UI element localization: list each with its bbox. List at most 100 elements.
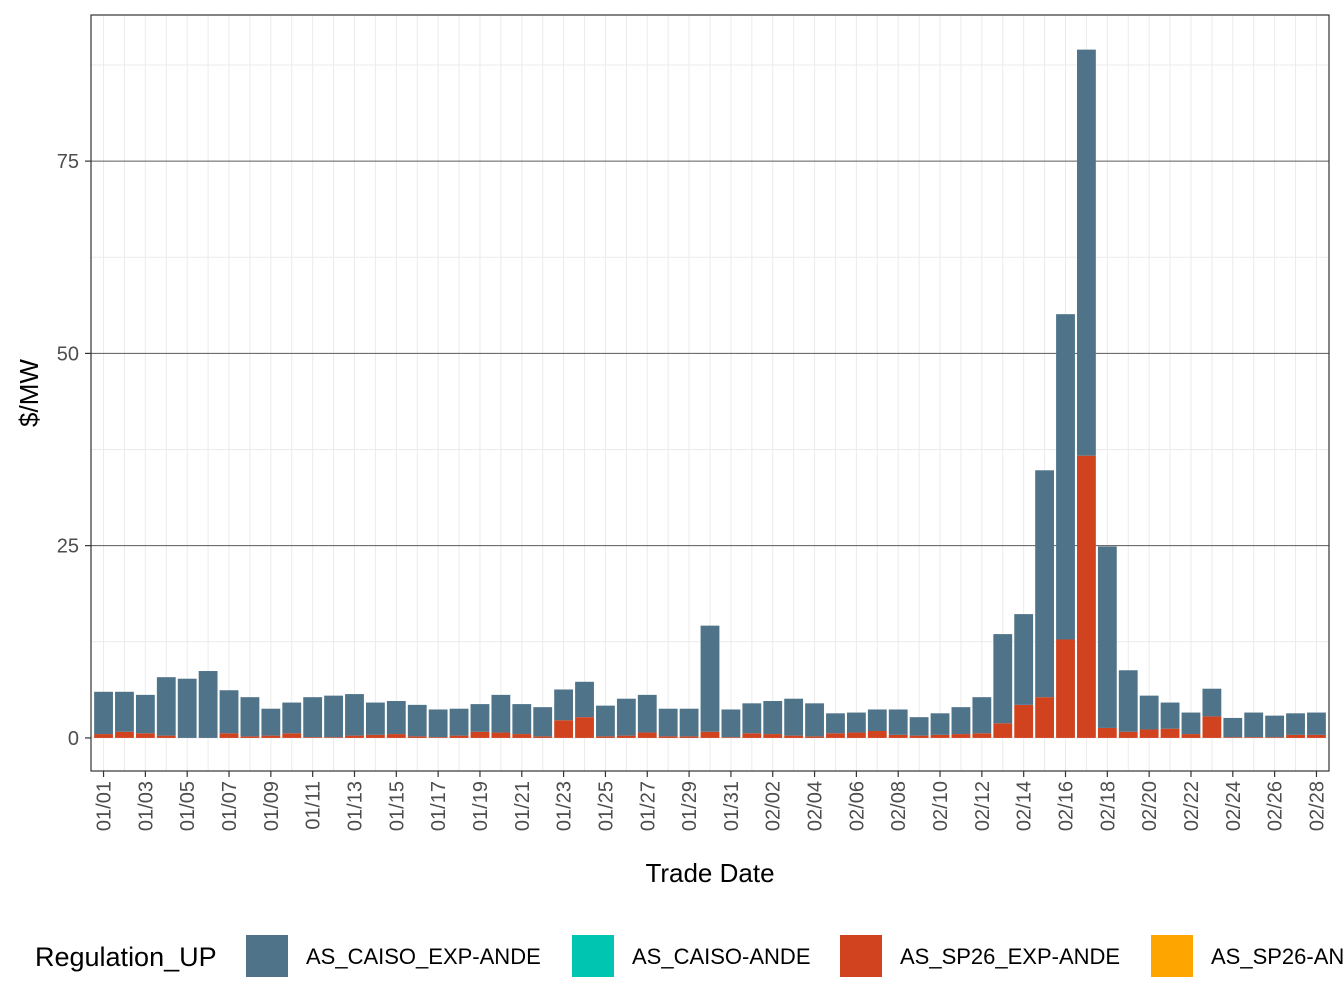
bar-01-17-as_sp26_exp-ande: [428, 737, 448, 738]
bar-02-04-as_sp26_exp-ande: [805, 736, 824, 738]
x-tick-label: 01/21: [512, 781, 534, 831]
bar-01-19-as_sp26_exp-ande: [470, 731, 490, 738]
bar-01-12-as_caiso_exp-ande: [324, 695, 343, 738]
bar-01-29-as_caiso_exp-ande: [679, 708, 699, 737]
bar-02-14-as_caiso_exp-ande: [1014, 614, 1034, 705]
bar-02-07-as_sp26_exp-ande: [867, 731, 887, 738]
bar-02-20-as_sp26_exp-ande: [1139, 729, 1159, 738]
bars: [94, 49, 1326, 738]
bar-02-19-as_sp26_exp-ande: [1118, 731, 1138, 738]
bar-02-26-as_caiso_exp-ande: [1265, 715, 1285, 738]
x-tick-label: 01/15: [386, 781, 408, 831]
x-tick-label: 02/04: [805, 781, 827, 831]
bar-02-08-as_sp26_exp-ande: [888, 734, 908, 738]
bar-02-09-as_sp26_exp-ande: [909, 735, 929, 738]
bar-02-06-as_sp26_exp-ande: [846, 732, 866, 738]
bar-01-13-as_caiso_exp-ande: [345, 694, 364, 736]
bar-01-25-as_caiso_exp-ande: [596, 705, 615, 737]
bar-02-15-as_sp26_exp-ande: [1035, 697, 1055, 738]
bar-01-07-as_caiso_exp-ande: [219, 690, 239, 734]
bar-02-28-as_sp26_exp-ande: [1307, 734, 1326, 738]
bar-01-01-as_sp26_exp-ande: [94, 734, 113, 738]
bar-01-18-as_caiso_exp-ande: [449, 708, 469, 736]
bar-02-02-as_caiso_exp-ande: [763, 701, 783, 735]
x-tick-label: 01/03: [135, 781, 157, 831]
bar-02-10-as_sp26_exp-ande: [930, 734, 950, 738]
bar-02-24-as_sp26_exp-ande: [1223, 737, 1243, 738]
bar-01-10-as_sp26_exp-ande: [282, 733, 302, 738]
bar-01-30-as_sp26_exp-ande: [700, 731, 720, 738]
legend-key-as_sp26-ande: [1151, 935, 1193, 977]
bar-02-06-as_caiso_exp-ande: [846, 712, 866, 733]
bar-01-29-as_sp26_exp-ande: [679, 736, 699, 738]
bar-01-02-as_caiso_exp-ande: [115, 691, 134, 732]
bar-02-24-as_caiso_exp-ande: [1223, 717, 1243, 738]
bar-01-26-as_caiso_exp-ande: [616, 698, 636, 736]
x-tick-label: 01/27: [637, 781, 659, 831]
x-tick-label: 02/02: [763, 781, 785, 831]
x-tick-label: 02/10: [930, 781, 952, 831]
x-tick-label: 01/11: [303, 781, 325, 830]
legend-label: AS_CAISO_EXP-ANDE: [306, 944, 541, 969]
x-tick-label: 01/25: [595, 781, 617, 831]
bar-02-28-as_caiso_exp-ande: [1307, 712, 1326, 735]
bar-02-21-as_caiso_exp-ande: [1160, 702, 1180, 729]
bar-01-14-as_caiso_exp-ande: [365, 702, 385, 735]
bar-01-12-as_sp26_exp-ande: [324, 737, 343, 738]
bar-01-20-as_sp26_exp-ande: [491, 732, 511, 738]
bar-02-05-as_caiso_exp-ande: [826, 713, 845, 734]
bar-02-13-as_caiso_exp-ande: [993, 634, 1013, 724]
bar-01-20-as_caiso_exp-ande: [491, 694, 511, 733]
x-tick-label: 02/20: [1139, 781, 1161, 831]
bar-02-26-as_sp26_exp-ande: [1265, 737, 1285, 738]
x-tick-label: 02/16: [1056, 781, 1078, 831]
bar-01-28-as_sp26_exp-ande: [658, 736, 678, 738]
bar-02-16-as_caiso_exp-ande: [1056, 314, 1075, 640]
bar-01-21-as_sp26_exp-ande: [512, 734, 532, 738]
bar-01-06-as_caiso_exp-ande: [198, 671, 218, 738]
bar-02-19-as_caiso_exp-ande: [1118, 670, 1138, 732]
bar-01-22-as_caiso_exp-ande: [533, 707, 553, 737]
bar-01-30-as_caiso_exp-ande: [700, 625, 720, 732]
legend-label: AS_SP26-ANDE: [1211, 944, 1344, 969]
axes: 0 25 50 75 01/01 01/03 01/05 01/07 01/09 01/11 01/…: [57, 151, 1329, 831]
bar-01-04-as_caiso_exp-ande: [156, 677, 176, 736]
x-tick-label: 01/19: [470, 781, 492, 831]
bar-01-13-as_sp26_exp-ande: [345, 735, 364, 738]
bar-02-23-as_caiso_exp-ande: [1202, 688, 1222, 717]
bar-02-27-as_caiso_exp-ande: [1286, 713, 1305, 735]
legend-title: Regulation_UP: [35, 942, 217, 972]
bar-02-14-as_sp26_exp-ande: [1014, 704, 1034, 738]
bar-01-10-as_caiso_exp-ande: [282, 702, 302, 734]
x-tick-label: 02/06: [846, 781, 868, 831]
bar-01-16-as_sp26_exp-ande: [407, 736, 427, 738]
bar-01-16-as_caiso_exp-ande: [407, 704, 427, 737]
bar-02-09-as_caiso_exp-ande: [909, 717, 929, 736]
panel-border: [90, 14, 1330, 772]
bar-01-11-as_sp26_exp-ande: [303, 737, 323, 738]
bar-02-15-as_caiso_exp-ande: [1035, 470, 1055, 698]
bar-02-12-as_caiso_exp-ande: [972, 697, 992, 734]
bar-02-16-as_sp26_exp-ande: [1056, 639, 1075, 738]
bar-01-24-as_sp26_exp-ande: [575, 717, 594, 738]
bar-01-27-as_sp26_exp-ande: [637, 732, 657, 738]
bar-01-14-as_sp26_exp-ande: [365, 734, 385, 738]
bar-02-13-as_sp26_exp-ande: [993, 723, 1013, 738]
bar-01-19-as_caiso_exp-ande: [470, 704, 490, 732]
bar-02-25-as_caiso_exp-ande: [1244, 712, 1264, 738]
bar-01-27-as_caiso_exp-ande: [637, 694, 657, 733]
x-tick-label: 01/07: [219, 781, 241, 831]
y-axis-title: $/MW: [14, 359, 44, 427]
bar-02-17-as_caiso_exp-ande: [1077, 49, 1096, 456]
x-tick-label: 01/13: [344, 781, 366, 831]
bar-01-25-as_sp26_exp-ande: [596, 736, 615, 738]
x-tick-label: 02/14: [1014, 781, 1036, 831]
x-tick-label: 02/08: [888, 781, 910, 831]
bar-01-05-as_caiso_exp-ande: [177, 678, 197, 738]
x-tick-label: 01/17: [428, 781, 450, 831]
x-tick-label: 02/12: [972, 781, 994, 831]
legend-label: AS_SP26_EXP-ANDE: [900, 944, 1120, 969]
x-axis-title: Trade Date: [645, 858, 774, 888]
bar-01-09-as_caiso_exp-ande: [261, 708, 281, 736]
bar-02-04-as_caiso_exp-ande: [805, 703, 824, 737]
